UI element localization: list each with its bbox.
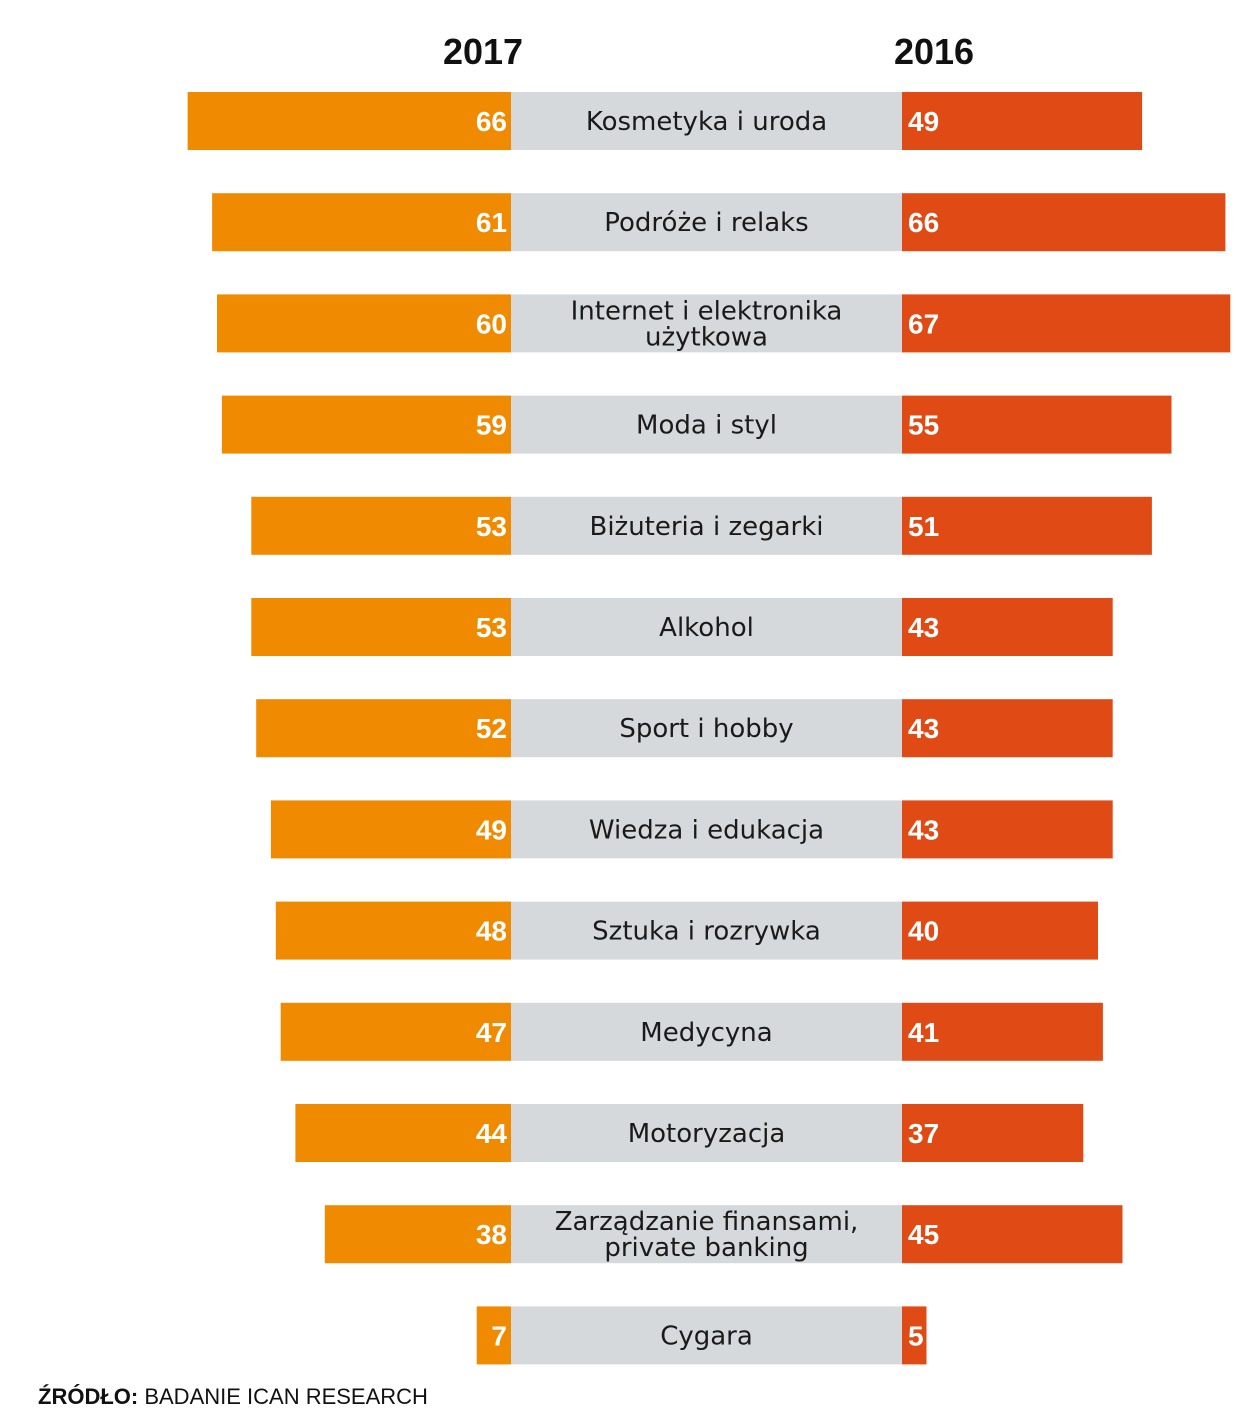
category-band	[511, 1306, 902, 1365]
category-band	[511, 699, 902, 758]
category-label: Sport i hobby	[619, 714, 793, 744]
bar-2016	[902, 800, 1113, 859]
value-label-2016: 67	[908, 308, 939, 339]
category-band	[511, 1205, 902, 1264]
value-label-2017: 53	[476, 612, 507, 643]
bar-2016	[902, 496, 1152, 555]
category-label: Alkohol	[659, 613, 754, 643]
category-label: Moda i styl	[636, 411, 777, 441]
bar-2017	[221, 395, 511, 454]
value-label-2016: 43	[908, 814, 939, 845]
category-label: Sztuka i rozrywka	[592, 917, 821, 947]
category-label: Wiedza i edukacja	[589, 815, 824, 845]
bar-2017	[295, 1104, 511, 1162]
value-label-2016: 49	[908, 106, 939, 137]
category-label-line: Zarządzanie finansami,	[555, 1207, 859, 1237]
category-label-line: Podróże i relaks	[604, 208, 808, 238]
value-label-2016: 45	[908, 1219, 939, 1250]
bar-2017	[187, 92, 511, 150]
bar-2017	[275, 901, 511, 960]
category-label-line: Sztuka i rozrywka	[592, 917, 821, 947]
bar-2017	[324, 1205, 511, 1264]
category-band	[511, 901, 902, 960]
category-label: Zarządzanie finansami, private banking	[555, 1207, 859, 1263]
bar-2017	[212, 193, 511, 252]
category-band	[511, 1002, 902, 1061]
bar-2017	[270, 800, 511, 859]
category-label-line: Medycyna	[640, 1018, 772, 1048]
category-label-line: Sport i hobby	[619, 714, 793, 744]
value-label-2017: 47	[476, 1017, 507, 1048]
bar-2017	[476, 1306, 511, 1365]
bar-2017	[280, 1002, 511, 1061]
category-label-line: private banking	[604, 1233, 808, 1263]
value-label-2017: 49	[476, 814, 507, 845]
category-label-line: użytkowa	[645, 322, 768, 352]
value-label-2017: 60	[476, 308, 507, 339]
category-label-line: Motoryzacja	[628, 1119, 786, 1149]
value-label-2017: 44	[476, 1118, 508, 1149]
bar-2016	[902, 1104, 1084, 1162]
bar-2017	[251, 496, 512, 555]
bar-2016	[902, 294, 1231, 353]
bar-2016	[902, 1306, 927, 1365]
category-label: Kosmetyka i uroda	[586, 107, 827, 137]
series-label-2017: 2017	[443, 31, 523, 72]
value-label-2016: 41	[908, 1017, 939, 1048]
category-label: Biżuteria i zegarki	[589, 512, 823, 542]
value-label-2016: 43	[908, 713, 939, 744]
value-label-2017: 66	[476, 106, 507, 137]
source-label: ŹRÓDŁO:	[38, 1384, 139, 1409]
category-label-line: Alkohol	[659, 613, 754, 643]
value-label-2016: 40	[908, 916, 939, 947]
category-label: Podróże i relaks	[604, 208, 808, 238]
bar-2016	[902, 699, 1113, 758]
category-label-line: Internet i elektronika	[571, 296, 843, 326]
chart: 2017 2016 66 49 Kosmetyka i uroda 61 66 Podróże…	[187, 31, 1231, 1365]
bar-2016	[902, 1002, 1103, 1061]
bar-2016	[902, 193, 1226, 252]
category-label: Cygara	[660, 1321, 753, 1351]
category-band	[511, 598, 902, 656]
value-label-2016: 55	[908, 410, 939, 441]
value-label-2017: 38	[476, 1219, 507, 1250]
source-note: ŹRÓDŁO: BADANIE ICAN RESEARCH	[38, 1384, 428, 1410]
category-label: Internet i elektronika użytkowa	[571, 296, 843, 352]
category-label-line: Biżuteria i zegarki	[589, 512, 823, 542]
series-label-2016: 2016	[894, 31, 974, 72]
category-band	[511, 800, 902, 859]
category-label-line: Wiedza i edukacja	[589, 815, 824, 845]
value-label-2017: 7	[491, 1320, 507, 1351]
value-label-2016: 51	[908, 511, 939, 542]
category-label: Medycyna	[640, 1018, 772, 1048]
value-label-2017: 59	[476, 410, 507, 441]
category-band	[511, 496, 902, 555]
category-band	[511, 395, 902, 454]
category-label-line: Kosmetyka i uroda	[586, 107, 827, 137]
category-label: Motoryzacja	[628, 1119, 786, 1149]
value-label-2016: 5	[908, 1320, 924, 1351]
category-label-line: Cygara	[660, 1321, 753, 1351]
value-label-2017: 61	[476, 207, 507, 238]
category-band	[511, 1104, 902, 1162]
category-label-line: Moda i styl	[636, 411, 777, 441]
bar-2016	[902, 1205, 1123, 1264]
value-label-2017: 48	[476, 916, 507, 947]
value-label-2017: 52	[476, 713, 507, 744]
bar-2016	[902, 395, 1172, 454]
bar-2017	[217, 294, 511, 353]
bar-2016	[902, 92, 1143, 150]
value-label-2017: 53	[476, 511, 507, 542]
value-label-2016: 43	[908, 612, 939, 643]
bar-2017	[251, 598, 512, 656]
bar-2017	[256, 699, 511, 758]
category-band	[511, 193, 902, 252]
category-band	[511, 92, 902, 150]
category-band	[511, 294, 902, 353]
source-text: BADANIE ICAN RESEARCH	[144, 1384, 428, 1409]
bar-2016	[902, 901, 1098, 960]
value-label-2016: 66	[908, 207, 939, 238]
value-label-2016: 37	[908, 1118, 939, 1149]
bar-2016	[902, 598, 1113, 656]
